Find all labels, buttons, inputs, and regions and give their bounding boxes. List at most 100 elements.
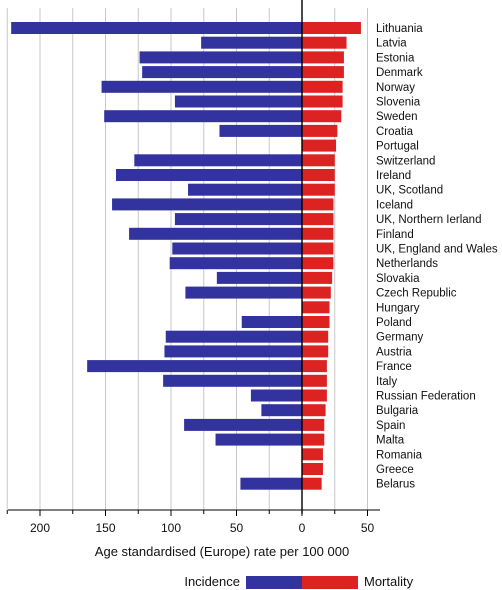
x-tick-label: 150 bbox=[95, 521, 115, 535]
country-label: Russian Federation bbox=[376, 391, 476, 403]
incidence-bar bbox=[216, 271, 302, 284]
country-labels: Lithuania Latvia Estonia Denmark Norway Slove… bbox=[376, 23, 498, 491]
mortality-bar bbox=[302, 154, 335, 167]
mortality-bar bbox=[302, 360, 327, 373]
mortality-bar bbox=[302, 389, 327, 402]
country-label: France bbox=[376, 361, 412, 373]
mortality-bar bbox=[302, 80, 343, 93]
mortality-bar bbox=[302, 36, 347, 49]
incidence-bar bbox=[241, 316, 302, 328]
legend-mortality-swatch bbox=[302, 576, 358, 589]
mortality-bar bbox=[302, 448, 323, 461]
mortality-bar bbox=[302, 124, 338, 137]
incidence-bar bbox=[11, 22, 303, 34]
mortality-bar bbox=[302, 242, 334, 255]
mortality-bar bbox=[302, 271, 333, 284]
mortality-bar bbox=[302, 404, 326, 417]
mortality-bar bbox=[302, 463, 323, 475]
country-label: Greece bbox=[376, 464, 414, 476]
country-label: Romania bbox=[376, 449, 423, 461]
incidence-bar bbox=[164, 345, 302, 358]
country-label: Ireland bbox=[376, 170, 411, 182]
mortality-bar bbox=[302, 22, 361, 34]
incidence-bar bbox=[184, 418, 302, 431]
incidence-bar bbox=[174, 95, 302, 108]
x-tick-label: 100 bbox=[161, 521, 181, 535]
mortality-bar bbox=[302, 66, 344, 79]
incidence-bar bbox=[201, 36, 302, 49]
mortality-bar bbox=[302, 183, 335, 196]
incidence-bar bbox=[129, 227, 302, 240]
mortality-bar bbox=[302, 330, 329, 343]
mortality-bar bbox=[302, 139, 337, 152]
country-label: Finland bbox=[376, 229, 414, 241]
incidence-bar bbox=[139, 51, 302, 64]
incidence-bar bbox=[240, 477, 302, 490]
country-label: Netherlands bbox=[376, 258, 438, 270]
mortality-bar bbox=[302, 418, 325, 431]
incidence-bar bbox=[165, 330, 302, 343]
x-tick-label: 50 bbox=[230, 521, 244, 535]
incidence-bar bbox=[174, 213, 302, 226]
incidence-bar bbox=[134, 154, 302, 167]
country-label: Malta bbox=[376, 435, 405, 447]
x-tick-label: 200 bbox=[30, 521, 50, 535]
incidence-bar bbox=[219, 124, 302, 137]
country-label: Spain bbox=[376, 420, 405, 432]
mortality-bar bbox=[302, 169, 335, 181]
incidence-bar bbox=[163, 374, 302, 387]
mortality-bar bbox=[302, 433, 325, 446]
incidence-bar bbox=[101, 80, 302, 93]
country-label: Poland bbox=[376, 317, 412, 329]
country-label: Sweden bbox=[376, 111, 418, 123]
mortality-bar bbox=[302, 257, 334, 270]
mortality-bar bbox=[302, 213, 334, 226]
mortality-bar bbox=[302, 345, 329, 358]
incidence-bar bbox=[142, 66, 302, 79]
mortality-bar bbox=[302, 110, 342, 123]
mortality-bar bbox=[302, 95, 343, 108]
x-axis-title: Age standardised (Europe) rate per 100 0… bbox=[95, 544, 349, 559]
country-label: UK, Scotland bbox=[376, 185, 443, 197]
mortality-bar bbox=[302, 374, 327, 387]
legend-incidence-label: Incidence bbox=[184, 574, 240, 589]
incidence-bar bbox=[185, 286, 302, 299]
incidence-bar bbox=[169, 257, 302, 270]
country-label: Bulgaria bbox=[376, 405, 419, 417]
mortality-bar bbox=[302, 51, 344, 64]
bars bbox=[11, 22, 361, 490]
incidence-bar bbox=[188, 183, 302, 196]
mortality-bar bbox=[302, 198, 334, 211]
incidence-bar bbox=[215, 433, 302, 446]
x-axis: 200 150 100 50 0 50 bbox=[6, 0, 380, 535]
x-tick-label: 50 bbox=[361, 521, 375, 535]
legend-incidence-swatch bbox=[246, 576, 302, 589]
country-label: Czech Republic bbox=[376, 288, 457, 300]
country-label: Slovakia bbox=[376, 273, 420, 285]
country-label: Norway bbox=[376, 82, 415, 94]
incidence-bar bbox=[115, 169, 302, 181]
country-label: Belarus bbox=[376, 479, 415, 491]
country-label: Italy bbox=[376, 376, 397, 388]
mortality-bar bbox=[302, 316, 330, 328]
incidence-bar bbox=[250, 389, 302, 402]
mortality-bar bbox=[302, 286, 331, 299]
incidence-bar bbox=[261, 404, 302, 417]
country-label: Switzerland bbox=[376, 155, 435, 167]
incidence-bar bbox=[104, 110, 302, 123]
x-tick-label: 0 bbox=[299, 521, 306, 535]
country-label: Denmark bbox=[376, 67, 423, 79]
mortality-bar bbox=[302, 301, 330, 314]
country-label: Germany bbox=[376, 332, 424, 344]
country-label: UK, Northern Ierland bbox=[376, 214, 481, 226]
incidence-bar bbox=[112, 198, 302, 211]
country-label: UK, England and Wales bbox=[376, 244, 498, 256]
country-label: Lithuania bbox=[376, 23, 423, 35]
country-label: Hungary bbox=[376, 302, 420, 314]
country-label: Estonia bbox=[376, 52, 415, 64]
country-label: Austria bbox=[376, 346, 412, 358]
mortality-bar bbox=[302, 227, 334, 240]
country-label: Latvia bbox=[376, 38, 407, 50]
